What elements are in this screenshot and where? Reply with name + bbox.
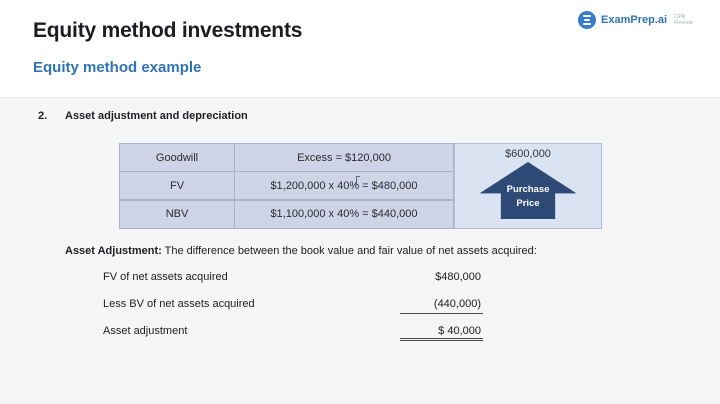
table-row-fv-detail: $1,200,000 x 40% = $480,000 (235, 172, 453, 200)
section-heading: 2. Asset adjustment and depreciation (38, 110, 248, 122)
arrow-label-line2: Price (516, 197, 540, 209)
asset-adjustment-definition: Asset Adjustment: The difference between… (65, 245, 625, 257)
purchase-price-value: $600,000 (505, 148, 551, 160)
purchase-price-up-arrow-icon: Purchase Price (479, 162, 577, 219)
table-row-nbv-label: NBV (120, 200, 234, 228)
table-row-nbv-detail: $1,100,000 x 40% = $440,000 (235, 200, 453, 228)
page-subtitle: Equity method example (33, 59, 202, 76)
brand-name: ExamPrep.ai (601, 14, 668, 26)
examprep-logo-icon (578, 11, 596, 29)
valuation-table-area: Goodwill Excess = $120,000 FV $1,200,000… (119, 143, 602, 229)
line-item-asset-adjustment: Asset adjustment $ 40,000 (103, 325, 483, 341)
brand-tagline: CPA Review (674, 14, 693, 26)
table-row-fv-detail-text: $1,200,000 x 40% = $480,000 (270, 179, 418, 192)
page-title: Equity method investments (33, 19, 303, 42)
table-row-goodwill-detail: Excess = $120,000 (235, 144, 453, 171)
brand-tagline-line1: CPA (674, 14, 686, 20)
definition-term: Asset Adjustment: (65, 245, 162, 257)
section-title: Asset adjustment and depreciation (65, 110, 248, 122)
line-item-value: $480,000 (435, 271, 481, 283)
line-item-value: (440,000) (400, 298, 483, 314)
section-number: 2. (38, 110, 48, 122)
valuation-table: Goodwill Excess = $120,000 FV $1,200,000… (119, 143, 454, 229)
brand-logo: ExamPrep.ai CPA Review (578, 11, 693, 29)
table-row-goodwill-label: Goodwill (120, 144, 234, 171)
purchase-price-panel: $600,000 Purchase Price (454, 143, 602, 229)
line-item-bv: Less BV of net assets acquired (440,000) (103, 298, 483, 314)
table-row-fv-label: FV (120, 172, 234, 200)
text-cursor-artifact (356, 176, 360, 185)
brand-tagline-line2: Review (674, 20, 694, 26)
arrow-label-line1: Purchase (506, 184, 550, 195)
line-item-label: Asset adjustment (103, 325, 188, 337)
line-item-value: $ 40,000 (400, 325, 483, 341)
line-item-fv: FV of net assets acquired $480,000 (103, 271, 483, 287)
line-item-label: Less BV of net assets acquired (103, 298, 255, 310)
line-item-label: FV of net assets acquired (103, 271, 228, 283)
definition-text: The difference between the book value an… (164, 245, 537, 257)
asset-adjustment-calculation: FV of net assets acquired $480,000 Less … (103, 271, 483, 352)
